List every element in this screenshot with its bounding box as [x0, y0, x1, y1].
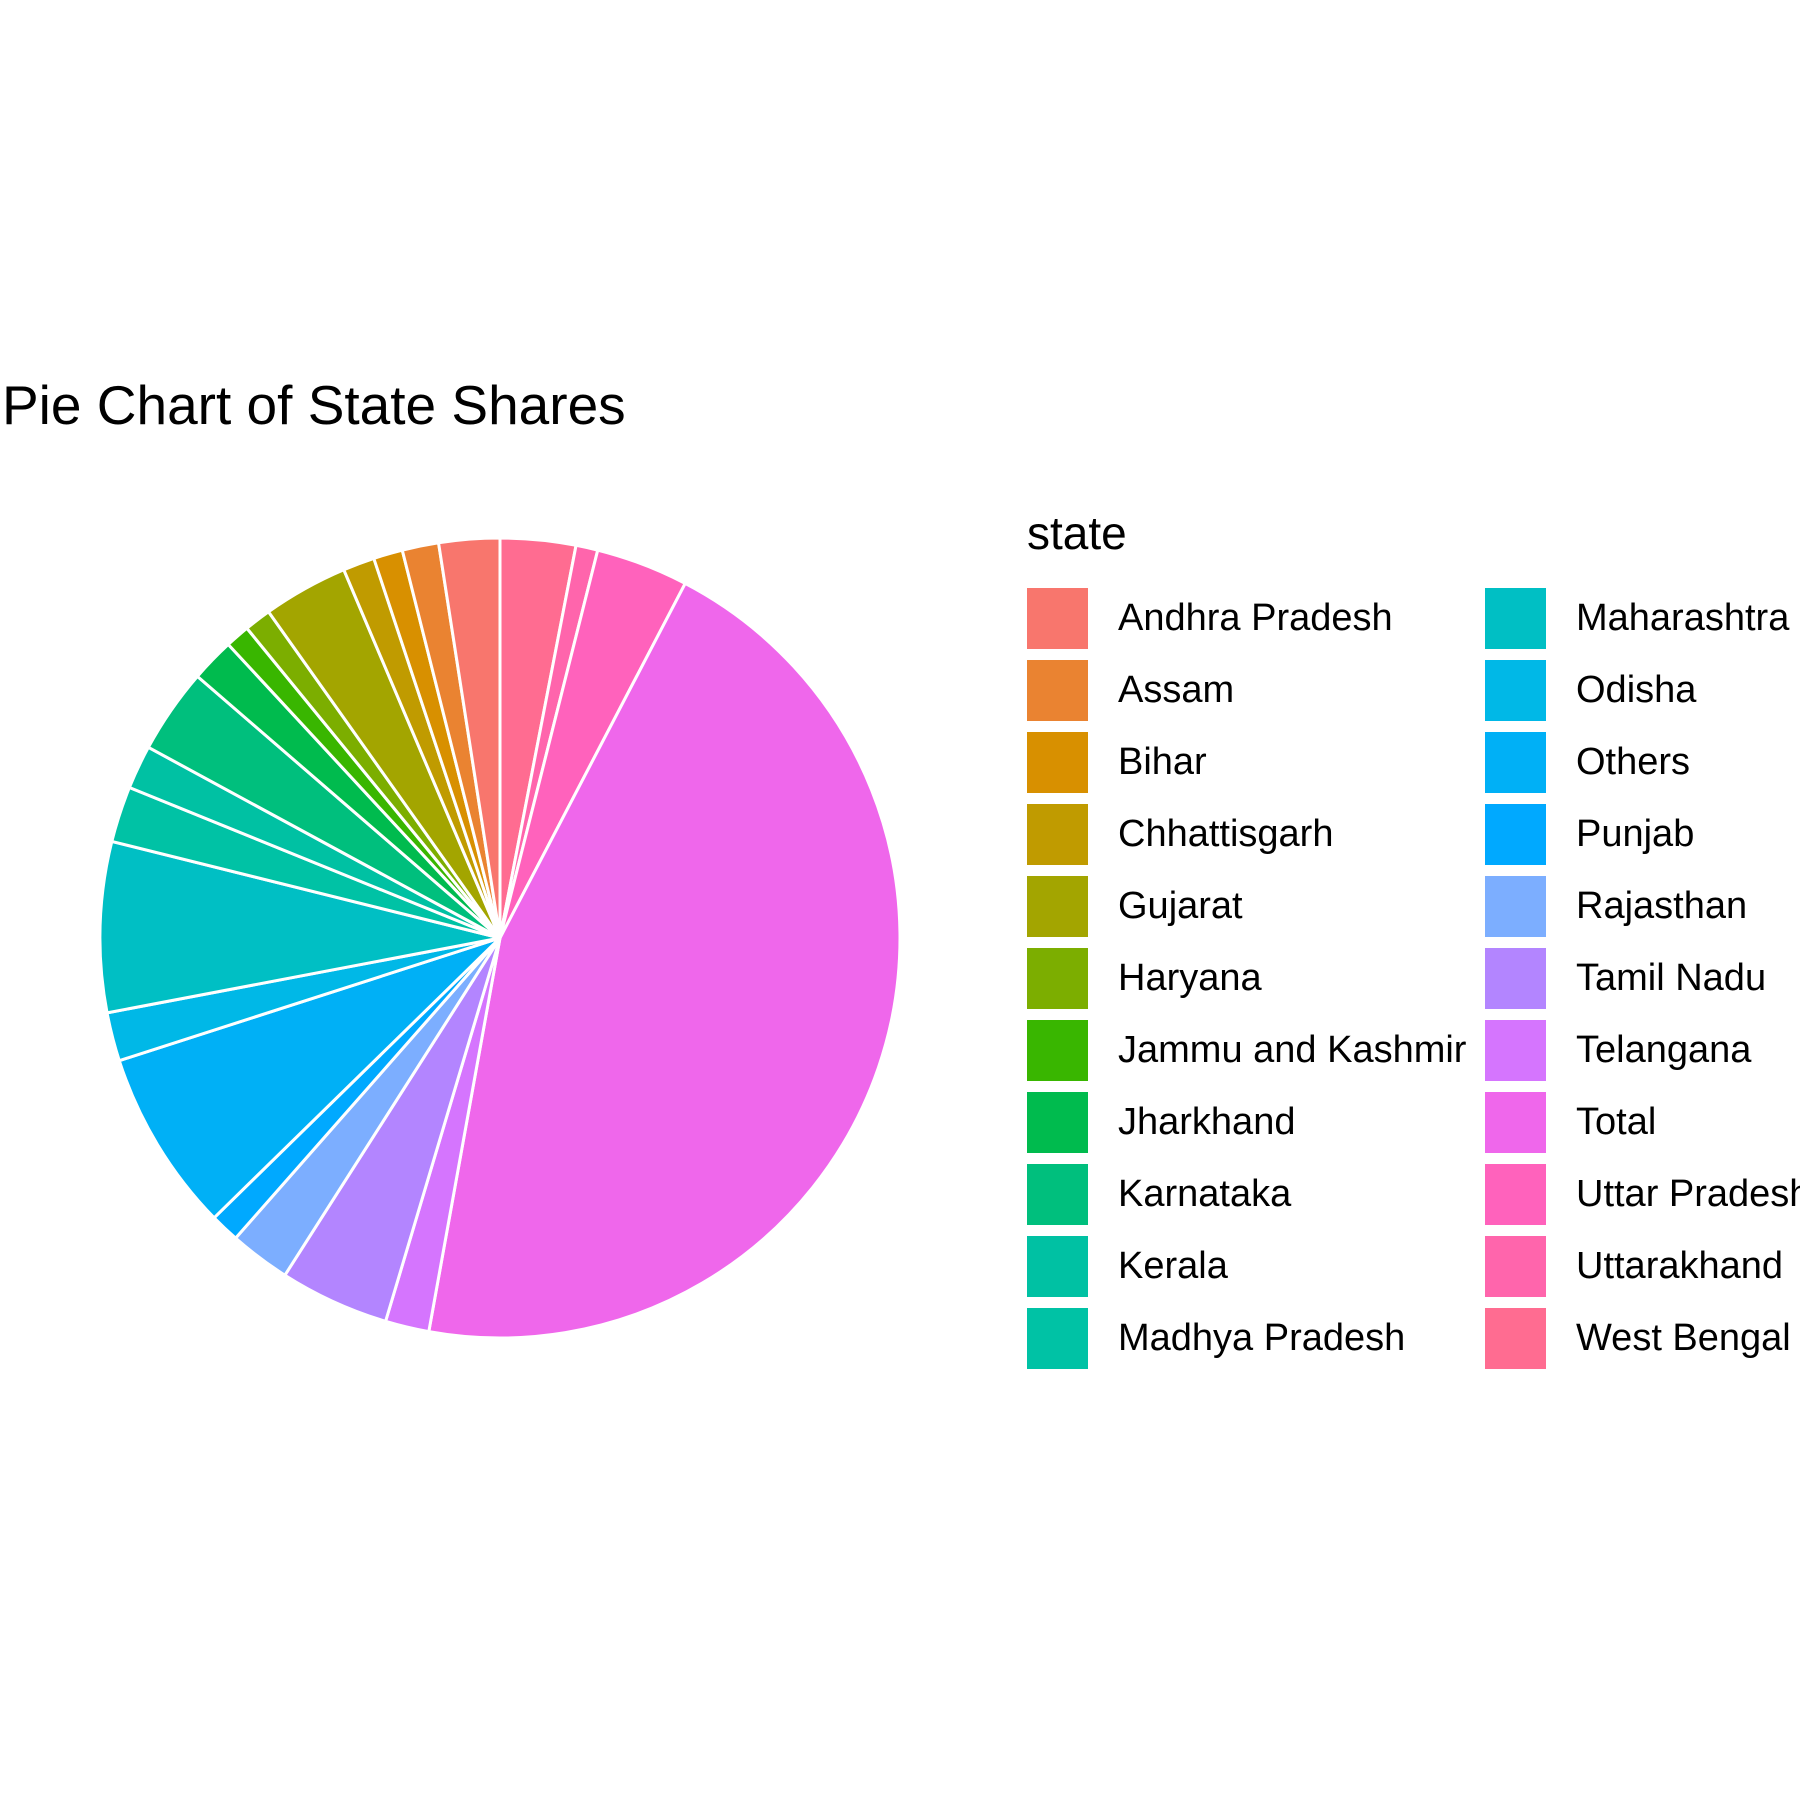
pie-slice-others [117, 936, 502, 1220]
legend-item-telangana: Telangana [1485, 1014, 1800, 1086]
legend-key-jammu-and-kashmir [1027, 1019, 1088, 1081]
legend-label-jammu-and-kashmir: Jammu and Kashmir [1118, 1029, 1467, 1071]
legend-label-gujarat: Gujarat [1118, 885, 1243, 927]
legend-key-jharkhand [1027, 1091, 1088, 1153]
legend-label-uttar-pradesh: Uttar Pradesh [1576, 1173, 1800, 1215]
legend-label-chhattisgarh: Chhattisgarh [1118, 813, 1334, 855]
legend-item-total: Total [1485, 1086, 1800, 1158]
legend-key-chhattisgarh [1027, 803, 1088, 865]
legend: state Andhra Pradesh Assam Bihar Chhattisga… [1027, 510, 1800, 1374]
legend-item-bihar: Bihar [1027, 726, 1485, 798]
legend-item-rajasthan: Rajasthan [1485, 870, 1800, 942]
legend-label-west-bengal: West Bengal [1576, 1317, 1791, 1359]
legend-label-uttarakhand: Uttarakhand [1576, 1245, 1784, 1287]
legend-key-kerala [1027, 1235, 1088, 1297]
legend-label-tamil-nadu: Tamil Nadu [1576, 957, 1767, 999]
legend-item-jharkhand: Jharkhand [1027, 1086, 1485, 1158]
pie-slice-maharashtra [98, 839, 502, 1015]
legend-key-telangana [1485, 1019, 1546, 1081]
legend-key-uttarakhand [1485, 1235, 1546, 1297]
legend-key-west-bengal [1485, 1307, 1546, 1369]
legend-item-punjab: Punjab [1485, 798, 1800, 870]
legend-item-uttarakhand: Uttarakhand [1485, 1230, 1800, 1302]
legend-key-karnataka [1027, 1163, 1088, 1225]
legend-label-assam: Assam [1118, 669, 1235, 711]
legend-key-haryana [1027, 947, 1088, 1009]
pie-slice-andhra-pradesh [437, 536, 502, 940]
legend-item-karnataka: Karnataka [1027, 1158, 1485, 1230]
legend-key-gujarat [1027, 875, 1088, 937]
legend-items: Andhra Pradesh Assam Bihar Chhattisgarh Guja… [1027, 582, 1800, 1374]
legend-label-kerala: Kerala [1118, 1245, 1228, 1287]
legend-label-bihar: Bihar [1118, 741, 1207, 783]
legend-key-rajasthan [1485, 875, 1546, 937]
legend-item-tamil-nadu: Tamil Nadu [1485, 942, 1800, 1014]
legend-label-telangana: Telangana [1576, 1029, 1752, 1071]
legend-item-maharashtra: Maharashtra [1485, 582, 1800, 654]
legend-label-karnataka: Karnataka [1118, 1173, 1292, 1215]
legend-label-punjab: Punjab [1576, 813, 1695, 855]
legend-item-madhya-pradesh: Madhya Pradesh [1027, 1302, 1485, 1374]
legend-key-odisha [1485, 659, 1546, 721]
legend-key-maharashtra [1485, 587, 1546, 649]
legend-label-jharkhand: Jharkhand [1118, 1101, 1296, 1143]
legend-item-jammu-and-kashmir: Jammu and Kashmir [1027, 1014, 1485, 1086]
legend-item-odisha: Odisha [1485, 654, 1800, 726]
legend-label-maharashtra: Maharashtra [1576, 597, 1790, 639]
legend-item-kerala: Kerala [1027, 1230, 1485, 1302]
legend-label-odisha: Odisha [1576, 669, 1697, 711]
legend-key-others [1485, 731, 1546, 793]
legend-key-andhra-pradesh [1027, 587, 1088, 649]
legend-key-tamil-nadu [1485, 947, 1546, 1009]
legend-item-west-bengal: West Bengal [1485, 1302, 1800, 1374]
legend-key-madhya-pradesh [1027, 1307, 1088, 1369]
legend-label-rajasthan: Rajasthan [1576, 885, 1748, 927]
chart-title: Pie Chart of State Shares [2, 374, 626, 436]
legend-title: state [1027, 507, 1127, 559]
legend-item-uttar-pradesh: Uttar Pradesh [1485, 1158, 1800, 1230]
legend-label-total: Total [1576, 1101, 1657, 1143]
legend-item-andhra-pradesh: Andhra Pradesh [1027, 582, 1485, 654]
legend-item-chhattisgarh: Chhattisgarh [1027, 798, 1485, 870]
legend-label-madhya-pradesh: Madhya Pradesh [1118, 1317, 1406, 1359]
legend-label-others: Others [1576, 741, 1691, 783]
legend-key-assam [1027, 659, 1088, 721]
legend-label-haryana: Haryana [1118, 957, 1262, 999]
pie-slice-total [427, 581, 902, 1340]
legend-label-andhra-pradesh: Andhra Pradesh [1118, 597, 1393, 639]
legend-key-punjab [1485, 803, 1546, 865]
legend-item-others: Others [1485, 726, 1800, 798]
legend-item-gujarat: Gujarat [1027, 870, 1485, 942]
legend-key-uttar-pradesh [1485, 1163, 1546, 1225]
legend-key-total [1485, 1091, 1546, 1153]
legend-item-assam: Assam [1027, 654, 1485, 726]
legend-key-bihar [1027, 731, 1088, 793]
legend-item-haryana: Haryana [1027, 942, 1485, 1014]
